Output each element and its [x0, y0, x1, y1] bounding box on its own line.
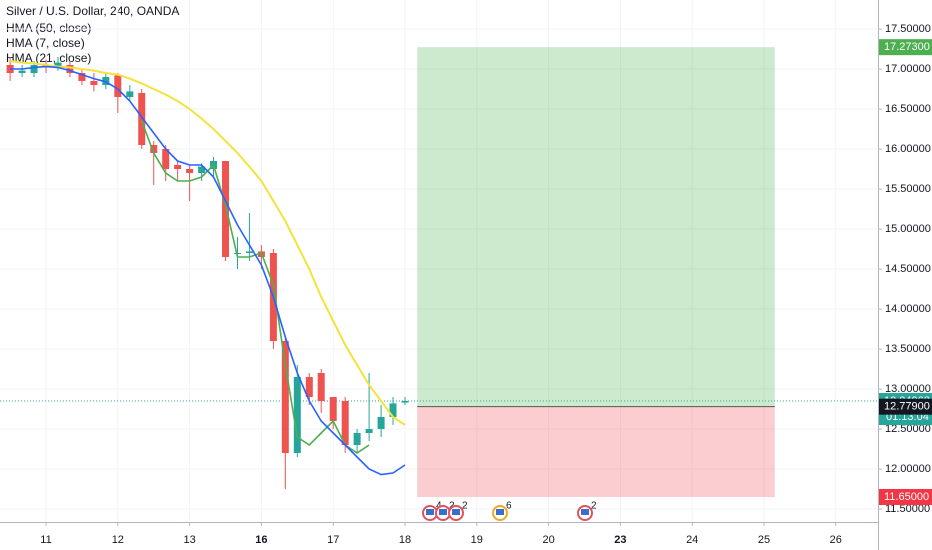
candle-body — [305, 377, 313, 397]
candle-body — [114, 75, 122, 97]
x-tick-label: 24 — [686, 534, 698, 546]
candle-body — [174, 165, 182, 169]
hma-line — [9, 60, 406, 426]
event-flag — [452, 509, 460, 515]
candle-body — [389, 403, 397, 417]
candle-body — [162, 149, 170, 169]
candle-body — [186, 169, 194, 173]
x-tick-label: 16 — [255, 534, 267, 546]
axis-bg — [878, 0, 932, 550]
price-label-box — [879, 39, 932, 56]
y-tick-label: 17.50000 — [885, 23, 931, 35]
legend-entry: HMA (50, close) — [6, 21, 91, 35]
y-tick-label: 16.00000 — [885, 143, 931, 155]
candle-body — [66, 65, 74, 73]
y-tick-label: 13.00000 — [885, 383, 931, 395]
candle-body — [329, 397, 337, 421]
x-tick-label: 26 — [830, 534, 842, 546]
candle-body — [150, 145, 158, 153]
y-tick-label: 17.00000 — [885, 63, 931, 75]
candle-body — [245, 251, 253, 253]
stop-zone — [417, 406, 775, 497]
candle-body — [293, 377, 301, 453]
x-tick-label: 25 — [758, 534, 770, 546]
event-flag — [439, 509, 447, 515]
price-label: 11.65000 — [884, 491, 929, 503]
candle-body — [90, 81, 98, 85]
candle-body — [401, 401, 409, 403]
y-tick-label: 14.50000 — [885, 263, 931, 275]
chart-title: Silver / U.S. Dollar, 240, OANDA — [6, 4, 179, 18]
x-tick-label: 19 — [471, 534, 483, 546]
candle-body — [30, 65, 38, 73]
y-tick-label: 11.50000 — [885, 503, 930, 515]
y-tick-label: 12.50000 — [885, 423, 931, 435]
price-label-box — [879, 398, 932, 415]
price-label: 12.77900 — [884, 401, 930, 413]
candle-body — [18, 70, 26, 73]
y-tick-label: 14.00000 — [885, 303, 931, 315]
candle-body — [222, 161, 230, 257]
candle-body — [377, 417, 385, 429]
candle-body — [365, 429, 373, 433]
y-tick-label: 15.50000 — [885, 183, 931, 195]
legend: Silver / U.S. Dollar, 240, OANDA HMA (50… — [6, 4, 179, 65]
event-count: 6 — [506, 501, 512, 512]
event-flag — [581, 509, 589, 515]
candle-body — [78, 73, 86, 81]
x-tick-label: 11 — [40, 534, 51, 546]
legend-entry: HMA (7, close) — [6, 36, 85, 50]
hma-line — [10, 65, 406, 476]
y-tick-label: 16.50000 — [885, 103, 931, 115]
candle-body — [353, 433, 361, 445]
candle-body — [341, 401, 349, 445]
x-tick-label: 23 — [614, 534, 626, 546]
y-tick-label: 15.00000 — [885, 223, 931, 235]
candle-body — [281, 341, 289, 453]
x-tick-label: 20 — [542, 534, 554, 546]
x-tick-label: 13 — [183, 534, 195, 546]
candle-body — [54, 62, 62, 68]
event-count: 2 — [462, 501, 468, 512]
x-tick-label: 18 — [399, 534, 411, 546]
price-label: 17.27300 — [884, 41, 930, 53]
target-zone — [417, 47, 775, 407]
event-count: 2 — [591, 501, 597, 512]
event-flag — [426, 509, 434, 515]
candle-body — [138, 93, 146, 145]
price-label-box — [879, 489, 932, 505]
x-tick-label: 17 — [327, 534, 339, 546]
event-flag — [496, 509, 504, 515]
candle-body — [198, 166, 206, 173]
x-tick-label: 12 — [112, 534, 124, 546]
y-tick-label: 13.50000 — [885, 343, 931, 355]
y-tick-label: 12.00000 — [885, 463, 931, 475]
candle-body — [126, 91, 134, 97]
candle-body — [317, 373, 325, 401]
